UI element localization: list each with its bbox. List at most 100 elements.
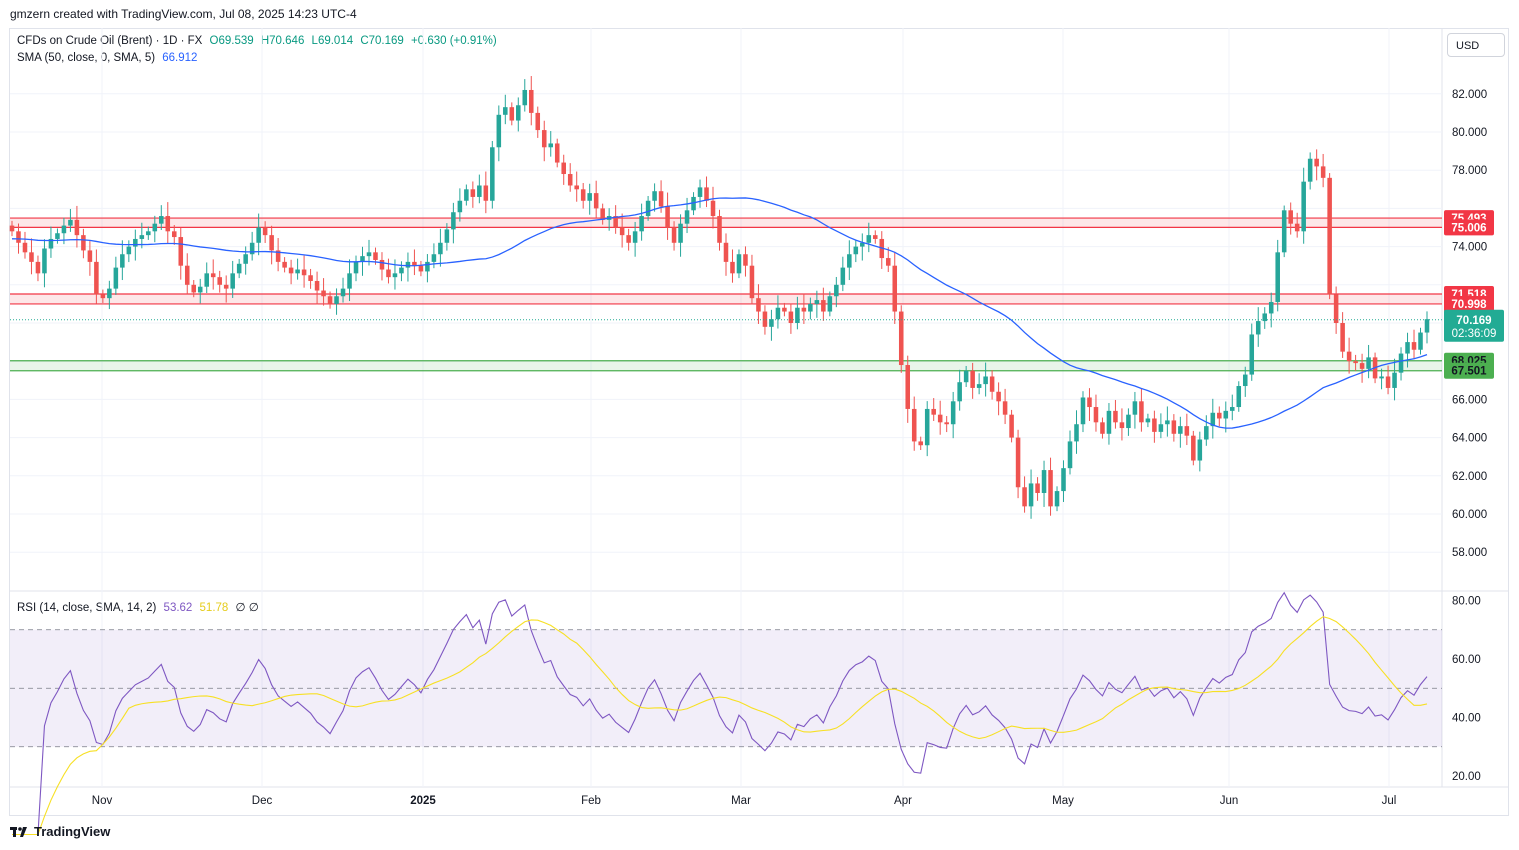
- candle-body: [1217, 412, 1222, 419]
- candle-body: [970, 370, 975, 388]
- candle-body: [963, 370, 969, 383]
- rsi-tick-label: 40.00: [1452, 713, 1481, 725]
- candle-body: [152, 223, 158, 232]
- candle-body: [976, 384, 982, 388]
- candle-body: [1087, 397, 1092, 408]
- candle-body: [834, 284, 839, 297]
- candle-body: [905, 365, 911, 409]
- candle-body: [1346, 351, 1352, 362]
- candle-body: [1074, 424, 1079, 442]
- candle-body: [509, 107, 515, 121]
- chart-frame: [9, 28, 1509, 816]
- candle-body: [1028, 483, 1034, 507]
- candle-body: [42, 248, 47, 274]
- candle-body: [1418, 332, 1423, 350]
- sma-legend[interactable]: SMA (50, close, 0, SMA, 5) 66.912: [17, 52, 201, 64]
- candle-body: [989, 376, 995, 392]
- candle-body: [801, 307, 807, 312]
- candle-body: [1204, 426, 1209, 440]
- time-tick-label: Mar: [731, 795, 751, 807]
- candle-body: [996, 391, 1001, 402]
- candle-body: [1002, 401, 1008, 415]
- zone-fill: [10, 218, 1442, 228]
- candle-body: [282, 261, 287, 268]
- price-tick-label: 62.000: [1452, 471, 1487, 483]
- candle-body: [1236, 386, 1242, 408]
- candle-body: [554, 143, 560, 163]
- candle-body: [1191, 435, 1196, 461]
- candle-body: [1009, 414, 1014, 438]
- candle-body: [756, 298, 761, 312]
- candle-body: [1184, 426, 1190, 436]
- tradingview-brand: TradingView: [10, 824, 110, 839]
- currency-selector[interactable]: USD: [1447, 33, 1505, 57]
- price-tick-label: 82.000: [1452, 89, 1487, 101]
- open-value: O69.539: [209, 35, 254, 47]
- candle-body: [444, 229, 450, 243]
- level-tag-label: 67.501: [1451, 366, 1487, 378]
- candle-body: [1262, 313, 1268, 322]
- candle-body: [1171, 420, 1177, 434]
- candle-body: [340, 288, 346, 297]
- candle-body: [1022, 487, 1027, 507]
- candles-group: [9, 76, 1430, 519]
- candle-body: [1165, 420, 1170, 425]
- candle-body: [68, 219, 73, 226]
- candle-body: [717, 216, 722, 243]
- candle-body: [652, 191, 657, 201]
- candle-body: [1210, 412, 1216, 427]
- candle-body: [1197, 439, 1203, 461]
- rsi-legend[interactable]: RSI (14, close, SMA, 14, 2) 53.62 51.78 …: [17, 600, 263, 614]
- symbol-label[interactable]: CFDs on Crude Oil (Brent) · 1D · FX: [17, 35, 203, 47]
- candle-body: [236, 263, 242, 274]
- time-tick-label: Jul: [1382, 795, 1397, 807]
- candle-body: [1139, 401, 1144, 423]
- candle-body: [184, 265, 190, 285]
- candle-body: [100, 294, 106, 299]
- price-tick-label: 74.000: [1452, 242, 1487, 254]
- candle-body: [671, 227, 677, 243]
- candle-body: [580, 189, 586, 201]
- candle-body: [710, 200, 716, 217]
- candle-body: [821, 300, 826, 312]
- candle-body: [314, 280, 320, 291]
- candle-body: [256, 227, 261, 243]
- candle-body: [892, 265, 898, 312]
- candle-body: [1275, 252, 1280, 302]
- candle-body: [697, 187, 703, 197]
- candle-body: [1353, 361, 1358, 364]
- candle-body: [1067, 441, 1073, 469]
- candle-body: [522, 89, 528, 106]
- candle-body: [847, 254, 852, 268]
- candle-body: [301, 269, 307, 276]
- change-value: +0.630 (+0.91%): [411, 35, 497, 47]
- candle-body: [334, 296, 339, 304]
- candle-body: [1113, 410, 1118, 423]
- candle-body: [360, 256, 365, 262]
- time-tick-label: Feb: [581, 795, 601, 807]
- candle-body: [392, 273, 398, 278]
- price-tick-label: 80.000: [1452, 127, 1487, 139]
- main-legend: CFDs on Crude Oil (Brent) · 1D · FX O69.…: [17, 35, 501, 47]
- candle-body: [827, 296, 833, 312]
- candle-body: [230, 273, 235, 289]
- candle-body: [451, 212, 456, 230]
- candle-body: [503, 107, 508, 115]
- candle-body: [327, 296, 333, 304]
- candle-body: [944, 422, 949, 425]
- candle-body: [918, 441, 923, 446]
- last-price-label: 70.169: [1456, 315, 1491, 327]
- candle-body: [490, 147, 495, 201]
- candle-body: [782, 307, 787, 312]
- candle-body: [1288, 210, 1293, 224]
- candle-body: [1294, 223, 1300, 232]
- candle-body: [924, 408, 930, 446]
- candle-body: [35, 261, 41, 274]
- zone-fill: [10, 360, 1442, 371]
- candle-body: [1255, 321, 1261, 335]
- price-tick-label: 64.000: [1452, 433, 1487, 445]
- footer-label: TradingView: [34, 824, 111, 839]
- candle-body: [795, 307, 800, 323]
- candle-body: [217, 277, 222, 285]
